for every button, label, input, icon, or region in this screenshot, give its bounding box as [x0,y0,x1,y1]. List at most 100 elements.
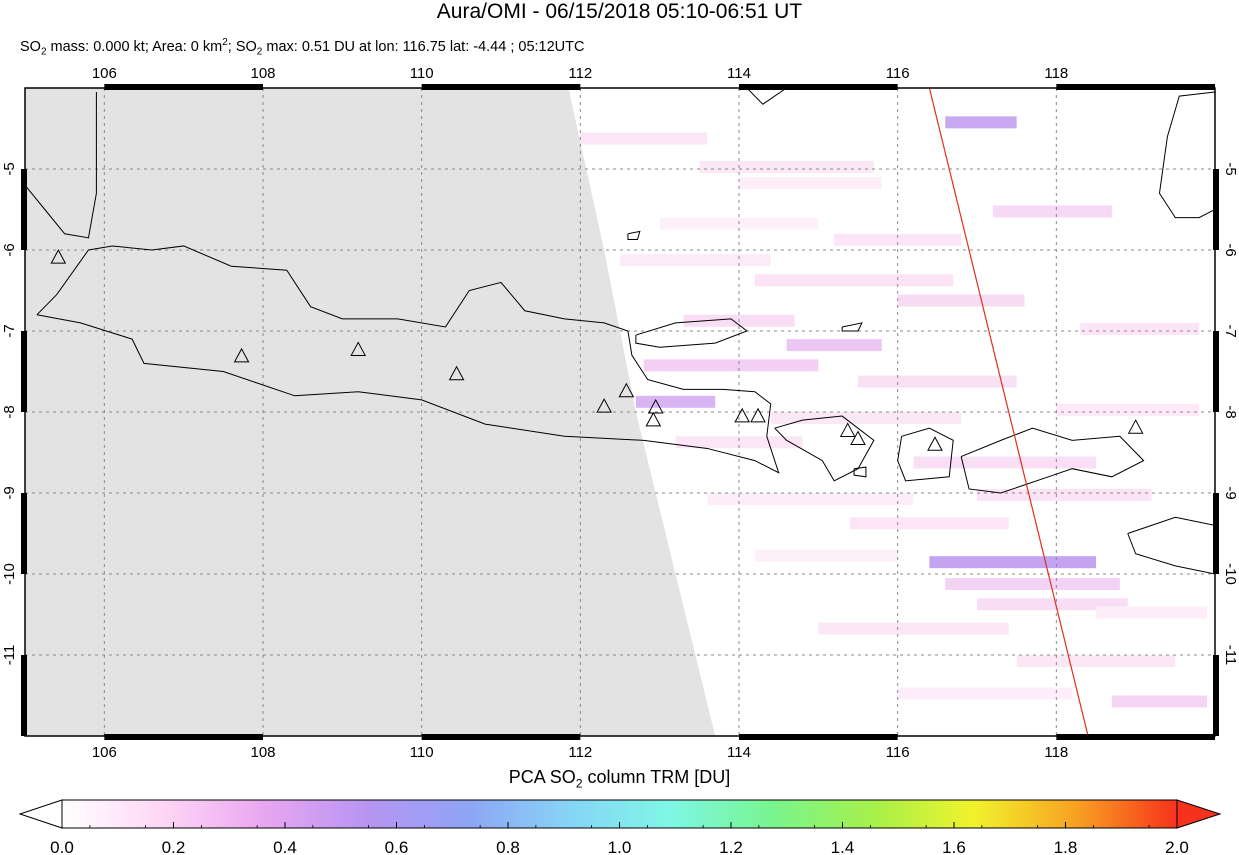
so2-label: SO [20,38,41,55]
frame-bar-top [421,84,581,90]
so2-pixel [977,488,1152,501]
lon-tick-label-bottom: 116 [886,744,910,761]
lon-tick-label-top: 112 [568,65,592,82]
frame-bar-bottom [421,734,581,740]
colorbar-tick-label: 1.2 [719,838,743,855]
colorbar-tick-label: 0.6 [385,838,409,855]
colorbar-title-rest: column TRM [DU] [582,767,731,787]
coastline-path [25,92,97,239]
lon-tick-label-top: 116 [886,65,910,82]
volcano-triangle-icon [734,407,751,423]
coastlines [25,88,1215,575]
mass-area-text: mass: 0.000 kt; Area: 0 km [46,38,223,55]
coastline-path [960,427,1145,494]
so2-retrieval-pixels [580,116,1208,708]
lat-tick-label-left: -11 [1,645,18,666]
lat-tick-label-left: -9 [1,486,18,499]
frame-bar-top [104,84,263,90]
lon-tick-label-top: 108 [250,65,275,82]
volcano-triangle-icon [850,430,866,446]
coastline-path [774,415,875,482]
so2-pixel [620,254,771,267]
colorbar-tick-label: 1.4 [831,838,855,855]
volcano-triangle-icon [350,341,367,356]
lat-tick-label-right: -6 [1222,243,1239,256]
lat-tick-label-left: -10 [1,563,18,585]
colorbar-title: PCA SO2 column TRM [DU] [0,766,1239,795]
colorbar-tick-label: 1.8 [1054,838,1078,855]
lon-tick-label-bottom: 118 [1044,744,1068,761]
separator-text: ; SO [227,38,257,55]
so2-pixel [897,294,1025,307]
frame-bar-top [1056,84,1215,90]
lat-tick-label-right: -8 [1222,405,1239,418]
area-superscript: 2 [222,37,228,48]
map-frame [21,84,1219,740]
coastline-path [897,427,954,482]
so2-pixel [786,339,882,352]
volcano-triangle-icon [750,407,766,423]
so2-pixel [834,233,962,246]
frame-bar-left [21,169,27,250]
so2-pixel [858,375,1017,388]
so2-pixel [945,578,1120,591]
lat-tick-label-left: -8 [1,405,18,418]
frame-bar-bottom [1056,734,1215,740]
so2-pixel [635,395,716,408]
coastline-path [1127,516,1215,575]
so2-pixel [992,205,1112,218]
so2-pixel [739,177,882,190]
lon-tick-label-bottom: 114 [727,744,751,761]
lon-tick-label-top: 114 [727,65,751,82]
volcano-triangle-icon [647,398,664,414]
volcano-triangle-icon [448,365,465,381]
lat-tick-label-left: -6 [1,243,18,256]
volcano-triangle-icon [1127,419,1144,434]
coastline-path [36,245,780,474]
so2-pixel [699,160,874,173]
colorbar-min-arrow [18,799,63,829]
lat-tick-label-left: -5 [1,162,18,175]
lat-tick-label-right: -5 [1222,162,1239,175]
lon-tick-label-top: 118 [1044,65,1068,82]
colorbar-tick-label: 1.6 [942,838,966,855]
so2-pixel [945,116,1017,129]
frame-bar-right [1213,493,1219,574]
map-subtitle: SO2 mass: 0.000 kt; Area: 0 km2; SO2 max… [20,34,584,62]
lon-tick-label-bottom: 108 [250,744,275,761]
coastline-path [627,230,641,240]
colorbar-tick-label: 1.0 [608,838,632,855]
colorbar-tick-label: 0.2 [162,838,186,855]
so2-pixel [754,274,954,287]
map-plot-area [25,88,1215,736]
volcano-triangle-icon [233,347,250,363]
frame-bar-left [21,331,27,412]
lon-tick-label-bottom: 112 [568,744,592,761]
volcano-triangle-icon [596,398,612,413]
frame-bar-right [1213,169,1219,250]
so2-pixel [818,622,1009,635]
frame-bar-left [21,655,27,736]
lon-tick-label-bottom: 106 [92,744,117,761]
coastline-path [853,466,867,478]
lon-tick-label-bottom: 110 [410,744,434,761]
so2-pixel [675,436,803,449]
volcano-triangle-icon [618,382,635,398]
volcano-triangle-icon [645,411,662,427]
volcano-triangle-icon [839,422,856,437]
so2-pixel [1056,403,1200,416]
map-title: Aura/OMI - 06/15/2018 05:10-06:51 UT [436,0,803,23]
so2-pixel [1096,606,1208,619]
lat-tick-label-right: -10 [1222,563,1239,585]
so2-pixel [977,598,1128,611]
so2-pixel [580,132,708,145]
volcano-triangle-icon [927,436,943,451]
coastline-path [635,318,748,348]
frame-bar-left [21,493,27,574]
colorbar-tick-label: 0.0 [50,838,74,855]
frame-bar-top [739,84,898,90]
volcano-markers [50,249,1144,451]
orbit-track-line [928,88,1089,736]
max-subscript: 2 [256,46,263,58]
